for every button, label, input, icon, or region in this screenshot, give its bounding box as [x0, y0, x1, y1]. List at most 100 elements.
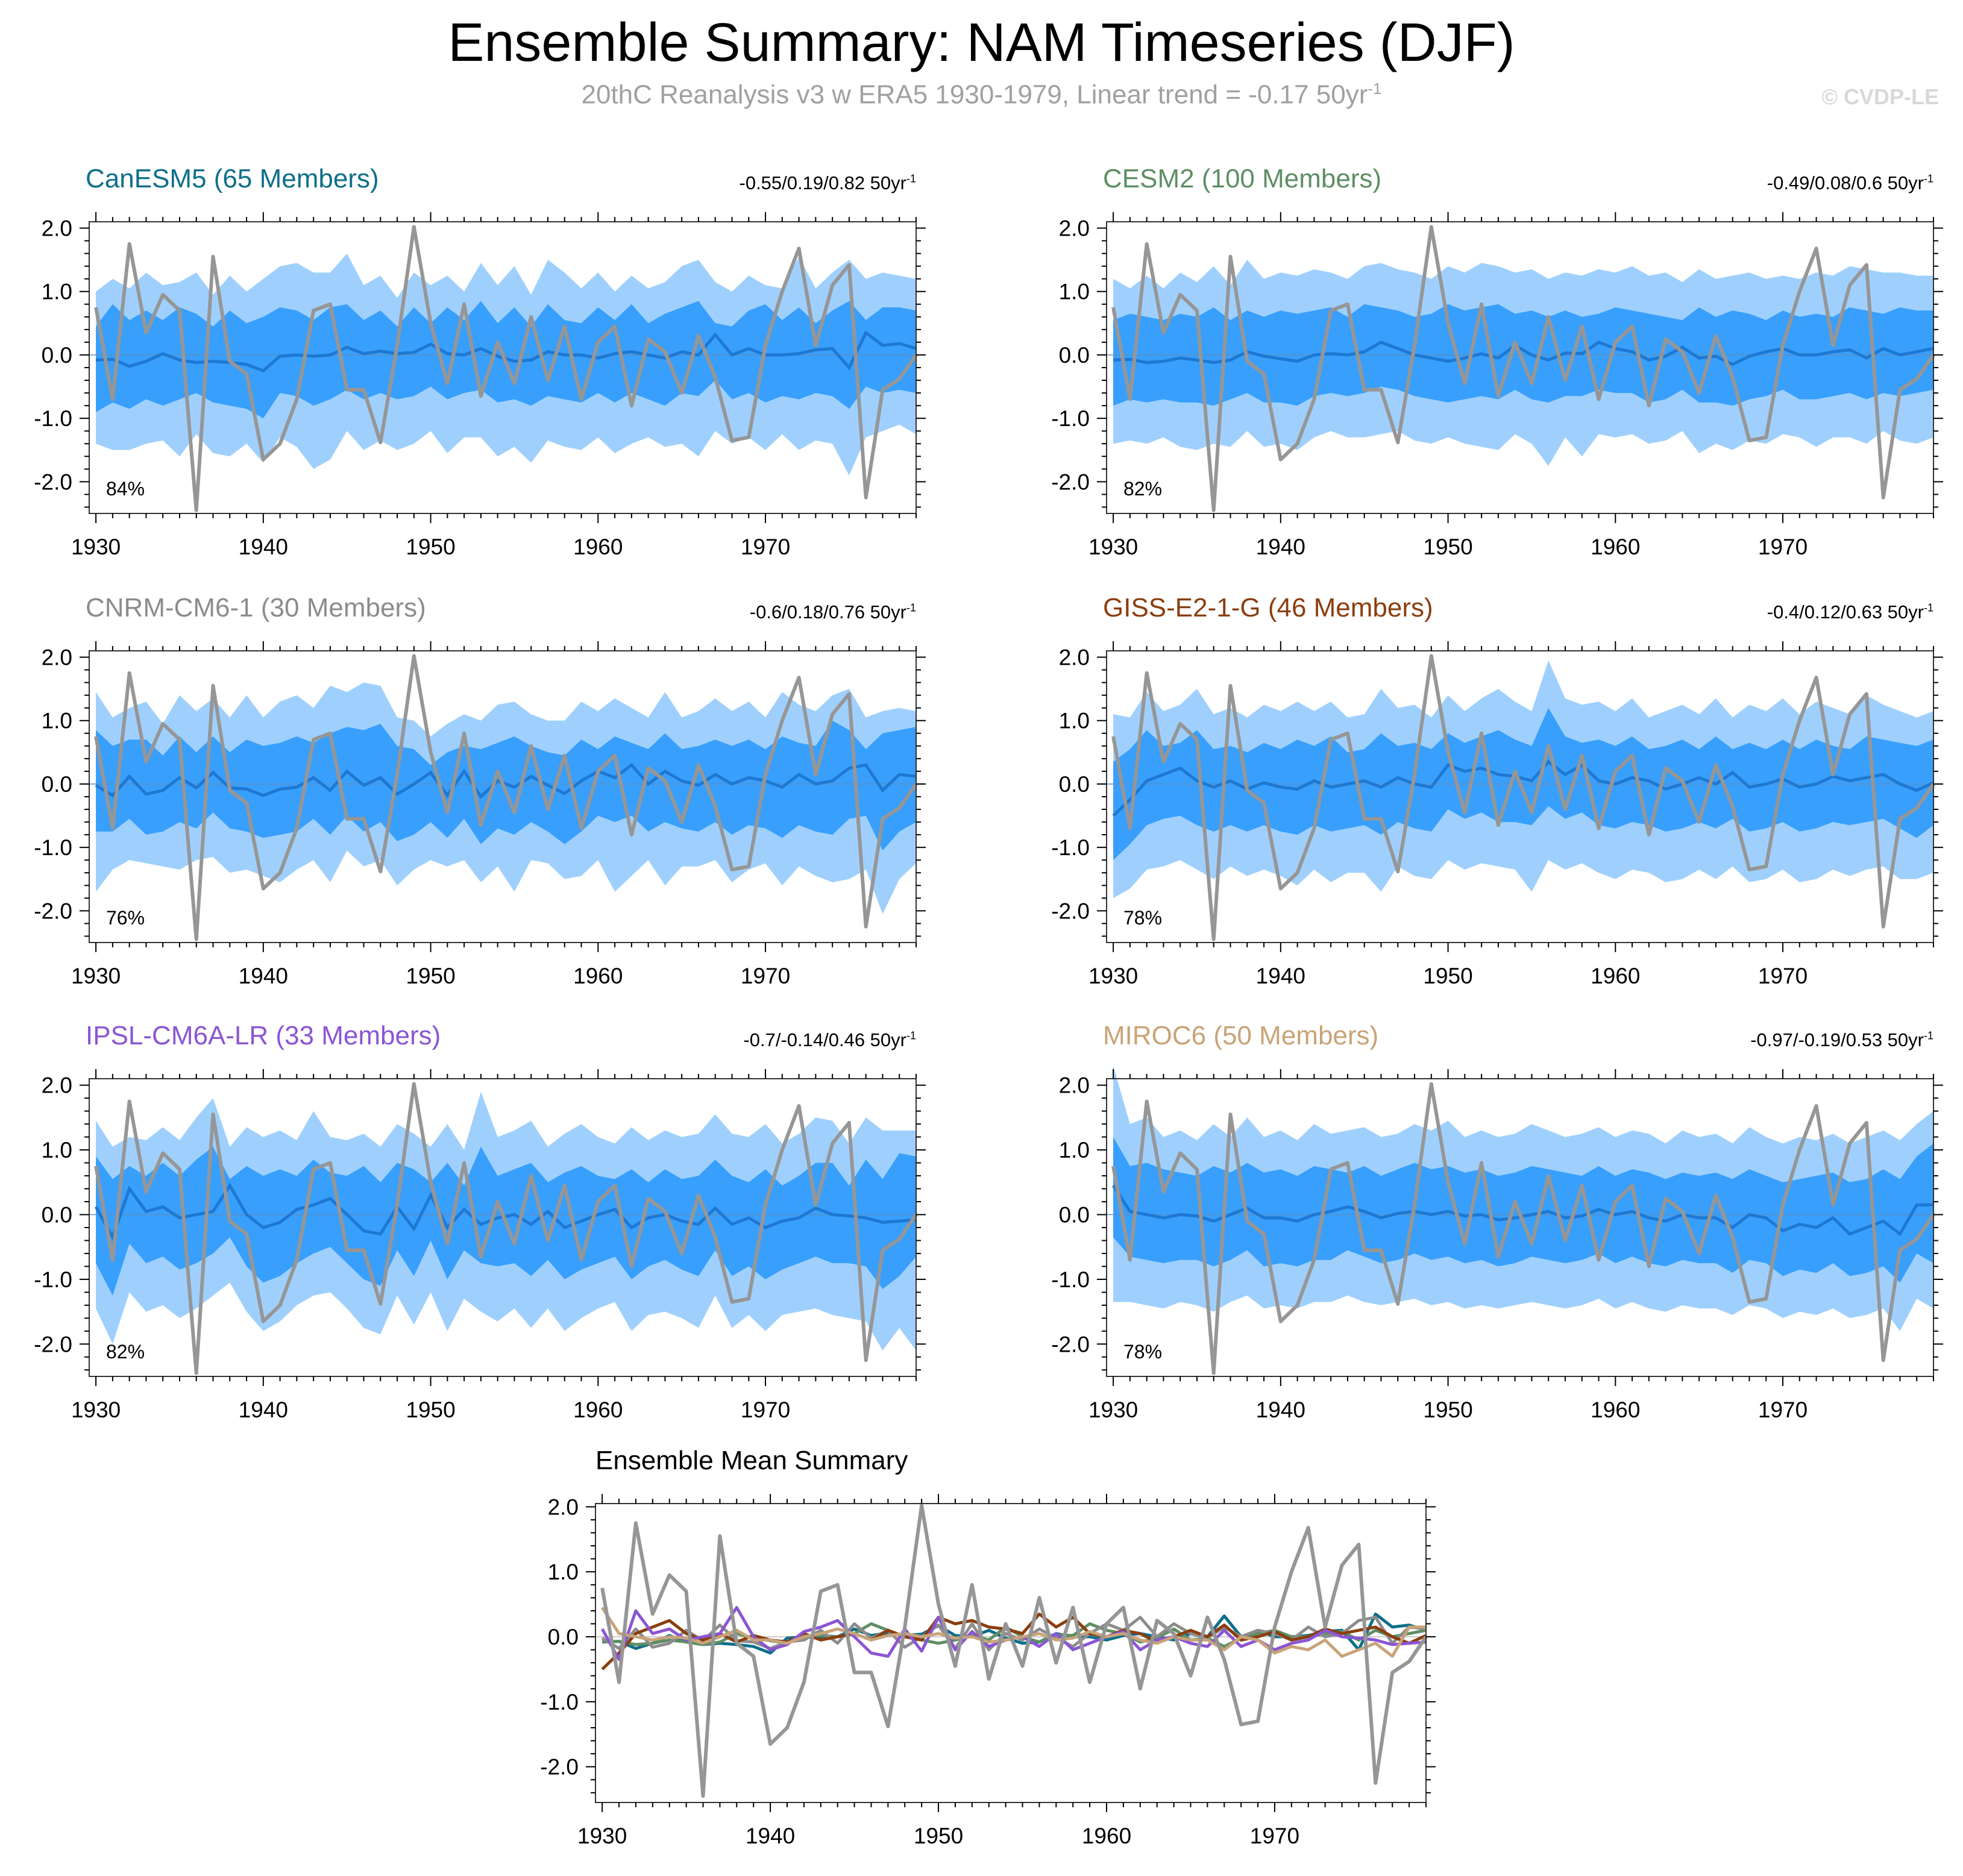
x-tick-label: 1960	[1591, 964, 1640, 988]
x-tick-label: 1950	[1423, 964, 1472, 988]
panel-trend: -0.7/-0.14/0.46 50yr-1	[743, 1029, 916, 1051]
ensemble-mean-line	[95, 763, 917, 799]
y-tick-label: 0.0	[1059, 772, 1090, 797]
x-tick-label: 1950	[914, 1824, 963, 1848]
panel-trend: -0.4/0.12/0.63 50yr-1	[1767, 601, 1933, 623]
observations-line	[94, 1082, 918, 1375]
panel-2: 1930 1940 1950 1960 1970 2.0 1.0 0.0 -1.0 -2.0 82%	[1051, 212, 1943, 559]
y-tick-label: -2.0	[1051, 1332, 1090, 1357]
x-tick-label: 1970	[1758, 535, 1808, 559]
panel-5: 1930 1940 1950 1960 1970 2.0 1.0 0.0 -1.0 -2.0 82%	[34, 1069, 926, 1422]
x-tick-label: 1940	[239, 535, 288, 559]
ensemble-mean-line	[1112, 1184, 1933, 1237]
y-tick-label: 1.0	[548, 1560, 579, 1584]
y-tick-label: -1.0	[1051, 835, 1090, 860]
panel-trend-exponent: -1	[1923, 172, 1933, 185]
panel-trend-exponent: -1	[906, 601, 916, 614]
x-tick-label: 1970	[741, 1398, 790, 1422]
panel-trend-text: -0.6/0.18/0.76 50yr	[749, 601, 906, 623]
panel-trend-exponent: -1	[1923, 1029, 1933, 1042]
y-tick-label: 0.0	[548, 1625, 579, 1649]
panel-title: GISS-E2-1-G (46 Members)	[1103, 593, 1433, 623]
plot-area	[595, 1504, 1426, 1802]
x-tick-label: 1940	[239, 964, 288, 988]
y-tick-label: 0.0	[42, 772, 72, 797]
y-tick-label: 2.0	[548, 1495, 579, 1519]
panel-trend-text: -0.4/0.12/0.63 50yr	[1767, 601, 1924, 623]
panel-6: 1930 1940 1950 1960 1970 2.0 1.0 0.0 -1.0 -2.0 78%	[1051, 1065, 1943, 1422]
plot-frame	[595, 1503, 1427, 1803]
x-tick-label: 1970	[1758, 1398, 1808, 1422]
percent-annotation: 84%	[106, 478, 145, 500]
y-tick-label: -2.0	[1051, 899, 1090, 923]
panel-title: CESM2 (100 Members)	[1103, 164, 1382, 193]
y-tick-label: 1.0	[42, 1138, 72, 1162]
x-tick-label: 1930	[71, 535, 121, 559]
y-tick-label: 2.0	[1059, 1073, 1090, 1098]
panel-title: IPSL-CM6A-LR (33 Members)	[86, 1021, 441, 1050]
y-tick-label: 2.0	[42, 645, 72, 670]
y-tick-label: 1.0	[1059, 709, 1090, 733]
y-tick-label: -1.0	[34, 835, 72, 860]
x-tick-label: 1940	[1256, 535, 1305, 559]
observations-line	[94, 654, 918, 941]
x-tick-label: 1960	[1591, 1398, 1640, 1422]
panel-trend-text: -0.7/-0.14/0.46 50yr	[743, 1029, 906, 1050]
y-tick-label: 2.0	[42, 216, 72, 241]
observations-line	[1111, 654, 1935, 941]
ensemble-mean-line	[1112, 759, 1935, 817]
panel-trend-text: -0.55/0.19/0.82 50yr	[739, 172, 906, 193]
x-tick-label: 1950	[406, 1398, 455, 1422]
y-tick-label: -1.0	[1051, 406, 1090, 431]
x-tick-label: 1970	[741, 964, 790, 988]
percent-annotation: 82%	[106, 1341, 145, 1363]
y-tick-label: -2.0	[1051, 469, 1090, 494]
panel-title: Ensemble Mean Summary	[595, 1446, 908, 1475]
panel-3: 1930 1940 1950 1960 1970 2.0 1.0 0.0 -1.0 -2.0 76%	[34, 641, 926, 988]
panel-trend: -0.6/0.18/0.76 50yr-1	[750, 601, 916, 623]
percent-annotation: 78%	[1123, 1341, 1162, 1363]
y-tick-label: 2.0	[1059, 216, 1090, 241]
series-line-giss-e2-1-g	[601, 1612, 1427, 1671]
observations-line	[94, 225, 918, 512]
x-tick-label: 1950	[1423, 535, 1472, 559]
y-tick-label: -2.0	[34, 469, 72, 494]
x-tick-label: 1950	[406, 964, 455, 988]
x-tick-label: 1940	[1256, 964, 1305, 988]
percent-annotation: 82%	[1123, 478, 1162, 500]
y-tick-label: -1.0	[34, 1267, 72, 1292]
panel-title: CanESM5 (65 Members)	[86, 164, 379, 193]
subtitle-exponent: -1	[1368, 80, 1382, 98]
subtitle-text: 20thC Reanalysis v3 w ERA5 1930-1979, Li…	[581, 80, 1368, 110]
y-tick-label: 2.0	[1059, 645, 1090, 670]
ensemble-mean-line	[94, 1182, 917, 1241]
panel-4: 1930 1940 1950 1960 1970 2.0 1.0 0.0 -1.0 -2.0 78%	[1051, 641, 1943, 988]
percent-annotation: 76%	[106, 907, 145, 929]
panel-7: 1930 1940 1950 1960 1970 2.0 1.0 0.0 -1.0 -2.0	[540, 1494, 1436, 1848]
x-tick-label: 1950	[406, 535, 455, 559]
y-tick-label: 0.0	[42, 1203, 72, 1228]
credit-watermark: © CVDP-LE	[1821, 84, 1939, 109]
x-tick-label: 1970	[1250, 1824, 1299, 1848]
y-tick-label: -1.0	[34, 406, 72, 431]
y-tick-label: 1.0	[42, 709, 72, 733]
x-tick-label: 1960	[1591, 535, 1640, 559]
x-tick-label: 1930	[71, 964, 121, 988]
y-tick-label: 1.0	[1059, 280, 1090, 304]
x-tick-label: 1930	[1088, 1398, 1138, 1422]
x-tick-label: 1970	[1758, 964, 1808, 988]
observations-line	[1111, 225, 1935, 512]
y-tick-label: 1.0	[1059, 1138, 1090, 1162]
y-tick-label: 0.0	[1059, 343, 1090, 368]
observations-line	[600, 1504, 1428, 1798]
panel-trend: -0.97/-0.19/0.53 50yr-1	[1750, 1029, 1933, 1051]
x-tick-label: 1930	[71, 1398, 121, 1422]
x-tick-label: 1960	[1082, 1824, 1131, 1848]
observations-line	[1111, 1082, 1935, 1375]
panel-trend-exponent: -1	[906, 1029, 916, 1042]
percent-annotation: 78%	[1123, 907, 1162, 929]
y-tick-label: 0.0	[42, 343, 72, 368]
y-tick-label: 1.0	[42, 280, 72, 304]
panel-trend-text: -0.97/-0.19/0.53 50yr	[1750, 1029, 1924, 1050]
